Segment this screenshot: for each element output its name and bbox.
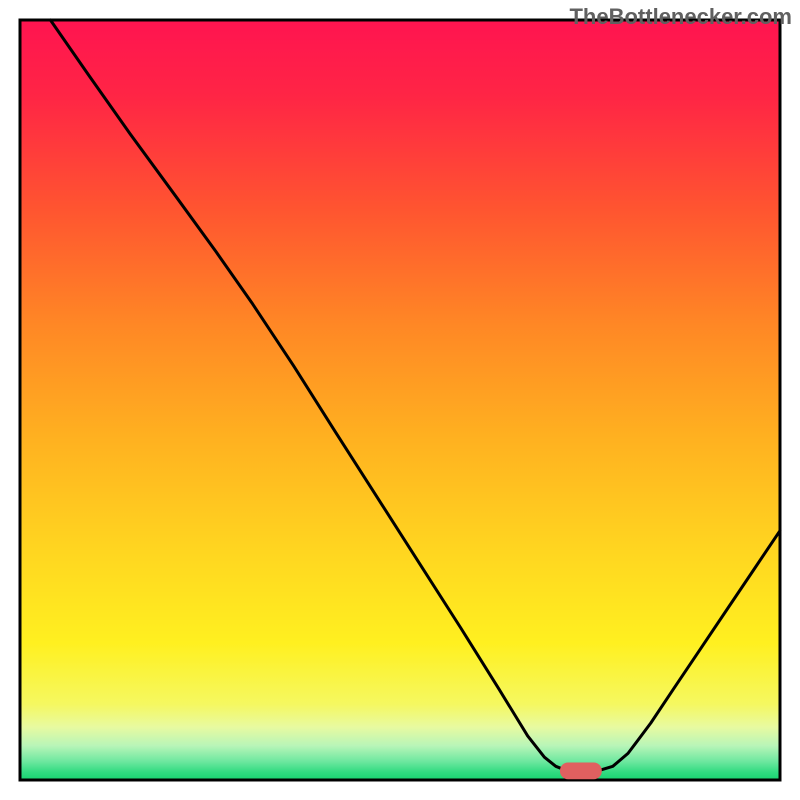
attribution-text: TheBottlenecker.com: [569, 4, 792, 30]
gradient-background: [20, 20, 780, 780]
bottleneck-chart: TheBottlenecker.com: [0, 0, 800, 800]
optimal-marker: [560, 763, 602, 780]
chart-svg: [0, 0, 800, 800]
